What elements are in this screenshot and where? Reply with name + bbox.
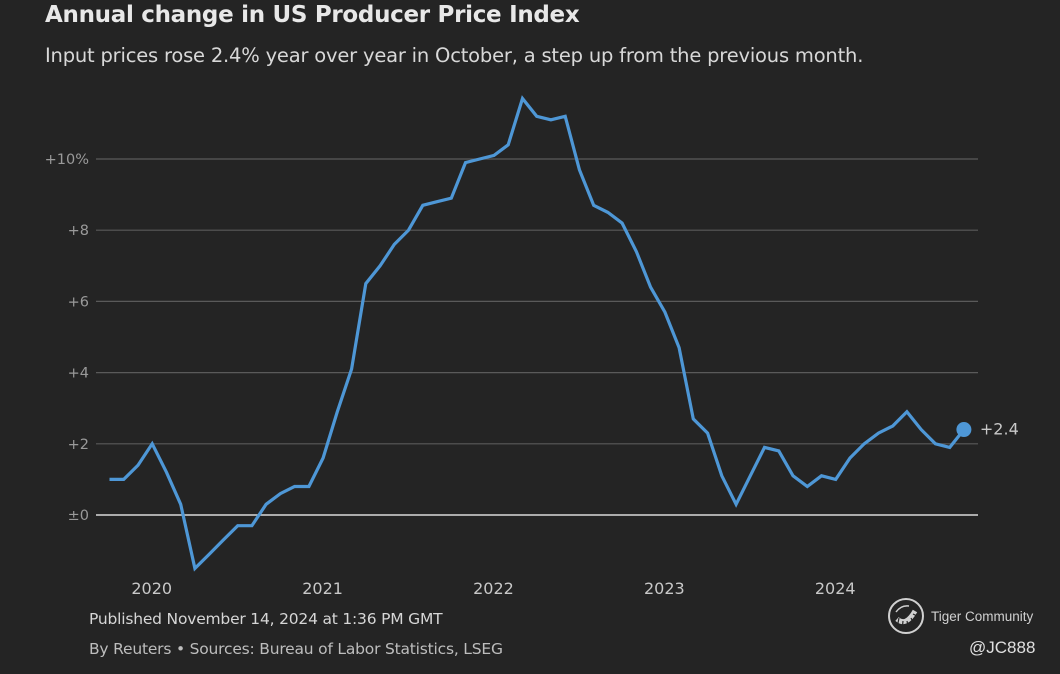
end-point-label: +2.4: [980, 420, 1019, 439]
x-tick-label: 2020: [131, 579, 172, 598]
chart-subtitle: Input prices rose 2.4% year over year in…: [45, 44, 864, 67]
y-tick-label: +4: [68, 366, 89, 382]
y-tick-label: +6: [68, 294, 89, 310]
gridlines: [96, 158, 978, 516]
y-tick-label: +8: [68, 223, 89, 239]
watermark-logo-text: Tiger Community: [931, 608, 1034, 624]
end-point-marker: [956, 422, 972, 438]
source-byline: By Reuters • Sources: Bureau of Labor St…: [89, 640, 503, 658]
series-line: [109, 95, 966, 572]
published-date: Published November 14, 2024 at 1:36 PM G…: [89, 610, 443, 628]
watermark-logo: Tiger Community: [887, 597, 1033, 635]
x-tick-label: 2023: [644, 579, 685, 598]
x-axis-ticks: 2020 2021 2022 2023 2024: [131, 579, 855, 598]
x-tick-label: 2021: [302, 579, 343, 598]
tiger-community-logo-icon: [888, 598, 924, 634]
x-tick-label: 2024: [815, 579, 856, 598]
annotations: +2.4: [980, 420, 1019, 439]
series-group: [109, 95, 972, 572]
watermark-handle: @JC888: [969, 638, 1036, 657]
y-tick-label: +2: [68, 437, 89, 453]
y-tick-label: ±0: [68, 508, 89, 524]
y-tick-label: +10%: [45, 152, 89, 168]
y-axis-ticks: +10% +8 +6 +4 +2 ±0: [45, 152, 89, 524]
x-tick-label: 2022: [473, 579, 514, 598]
chart-title: Annual change in US Producer Price Index: [45, 2, 580, 28]
